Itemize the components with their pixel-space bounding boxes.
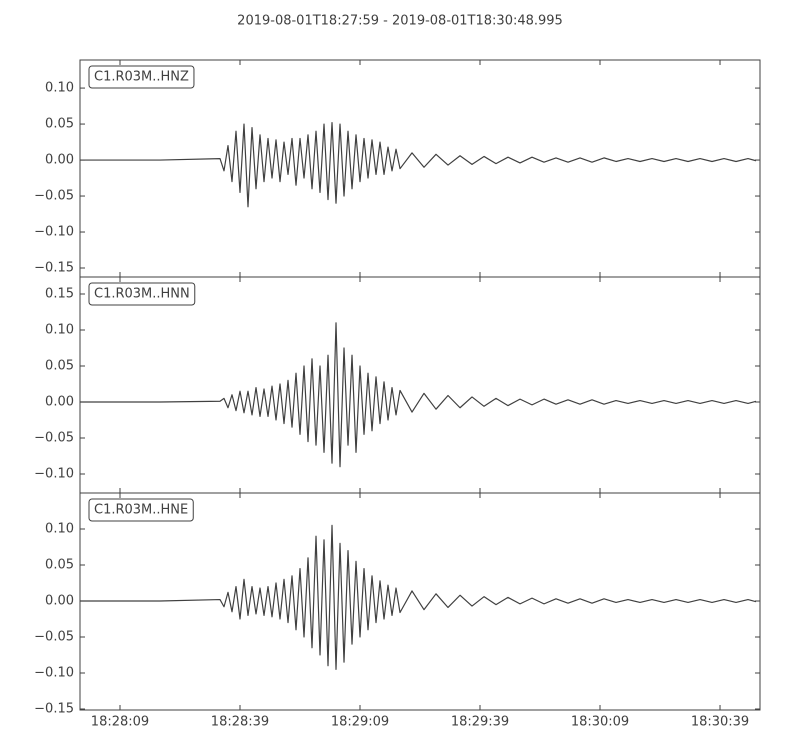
channel-label: C1.R03M..HNE <box>94 503 188 518</box>
channel-label: C1.R03M..HNN <box>94 287 190 302</box>
y-tick-label: −0.10 <box>34 665 74 680</box>
y-tick-label: −0.15 <box>34 261 74 276</box>
y-tick-label: −0.05 <box>34 189 74 204</box>
y-tick-label: −0.15 <box>34 701 74 716</box>
y-tick-label: −0.05 <box>34 430 74 445</box>
y-tick-label: 0.05 <box>45 117 74 132</box>
x-tick-label: 18:30:09 <box>571 715 629 730</box>
x-tick-label: 18:30:39 <box>691 715 749 730</box>
label-box <box>88 65 195 89</box>
label-box <box>88 498 194 522</box>
y-tick-label: −0.10 <box>34 466 74 481</box>
x-tick-label: 18:28:39 <box>211 715 269 730</box>
channel-label: C1.R03M..HNZ <box>94 70 189 85</box>
trace <box>80 122 757 208</box>
y-tick-label: 0.05 <box>45 557 74 572</box>
y-tick-label: −0.05 <box>34 629 74 644</box>
y-tick-label: 0.15 <box>45 286 74 301</box>
y-tick-label: −0.10 <box>34 225 74 240</box>
x-tick-label: 18:29:39 <box>451 715 509 730</box>
y-tick-label: 0.00 <box>45 153 74 168</box>
y-tick-label: 0.10 <box>45 81 74 96</box>
y-tick-label: 0.00 <box>45 394 74 409</box>
x-tick-label: 18:28:09 <box>91 715 149 730</box>
label-box <box>88 282 196 306</box>
trace <box>80 524 757 670</box>
y-tick-label: 0.05 <box>45 358 74 373</box>
y-tick-label: 0.10 <box>45 322 74 337</box>
y-tick-label: 0.10 <box>45 521 74 536</box>
plot-frame <box>79 492 761 711</box>
x-tick-label: 18:29:09 <box>331 715 389 730</box>
chart-title: 2019-08-01T18:27:59 - 2019-08-01T18:30:4… <box>237 14 563 29</box>
trace <box>80 322 757 468</box>
y-tick-label: 0.00 <box>45 593 74 608</box>
